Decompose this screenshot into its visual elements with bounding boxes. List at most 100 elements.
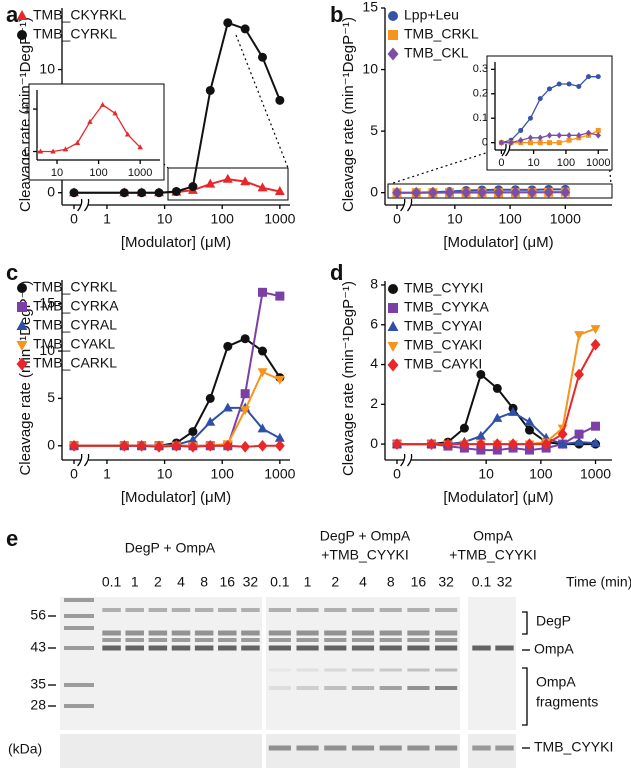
- gel-band: [324, 745, 347, 751]
- y-tick-label: 10: [362, 60, 378, 76]
- marker: [586, 74, 592, 80]
- gel-band: [194, 630, 214, 636]
- marker: [461, 186, 472, 199]
- marker: [99, 101, 106, 107]
- axis-break: [83, 198, 90, 212]
- marker: [492, 445, 502, 455]
- marker: [508, 406, 518, 416]
- marker: [524, 416, 535, 426]
- marker: [576, 132, 582, 139]
- y-tick-label: 10: [39, 60, 55, 76]
- gel-band: [102, 630, 121, 636]
- y-tick-label: 15: [39, 294, 55, 310]
- gel-band: [435, 668, 458, 672]
- ladder-band: [64, 646, 94, 650]
- marker: [574, 429, 584, 439]
- marker: [590, 325, 601, 335]
- band-label: fragments: [536, 694, 598, 710]
- y-tick-label: 0: [47, 183, 55, 199]
- gel-band: [435, 630, 458, 636]
- legend-marker: [388, 30, 398, 40]
- y-tick-label: 0: [47, 436, 55, 452]
- axis-break: [400, 198, 406, 212]
- legend-marker: [388, 303, 398, 313]
- x-tick-label: 1000: [586, 157, 610, 169]
- gel-band: [102, 645, 121, 651]
- lane-label: 4: [359, 574, 367, 590]
- gel-band: [324, 686, 347, 690]
- marker: [171, 186, 181, 196]
- marker: [556, 132, 562, 139]
- y-axis-label: Cleavage rate (min⁻¹DegP⁻¹): [340, 17, 357, 212]
- marker: [222, 173, 233, 183]
- marker: [595, 127, 601, 133]
- marker: [492, 438, 503, 450]
- y-tick-label: 8: [370, 276, 378, 292]
- marker: [154, 440, 164, 453]
- marker: [240, 176, 251, 186]
- group-title: +TMB_CYYKI: [449, 547, 537, 563]
- marker: [50, 148, 56, 154]
- x-tick-label: 1000: [580, 465, 611, 481]
- panel-label: b: [330, 2, 343, 27]
- gel-band: [241, 608, 260, 612]
- inset: 0 1 10 100 1000: [24, 83, 165, 181]
- lane-label: 2: [154, 574, 162, 590]
- marker: [566, 137, 572, 143]
- legend-label: TMB_CYRAL: [33, 317, 117, 333]
- gel-band: [218, 608, 237, 612]
- marker: [240, 334, 250, 344]
- legend-label: TMB_CYRKL: [33, 279, 117, 295]
- gel-band: [407, 686, 430, 690]
- marker: [492, 383, 502, 393]
- lane-label: 8: [387, 574, 395, 590]
- marker: [459, 438, 470, 450]
- gel-band: [379, 638, 402, 642]
- y-tick-label: 15: [362, 0, 378, 15]
- group-title: DegP + OmpA: [125, 540, 216, 556]
- marker: [274, 186, 285, 196]
- legend-label: TMB_CYYKA: [404, 299, 489, 315]
- gel-band: [379, 745, 402, 751]
- marker: [171, 439, 182, 452]
- gel-band: [125, 608, 144, 612]
- axis-break: [406, 198, 413, 212]
- gel-band: [218, 645, 237, 651]
- legend-marker: [388, 284, 398, 294]
- x-tick-label: 0: [393, 210, 401, 226]
- legend-marker: [17, 302, 27, 312]
- gel-band: [125, 638, 144, 642]
- marker: [444, 186, 455, 199]
- gel-band: [435, 638, 458, 642]
- x-tick-label: 10: [51, 167, 63, 179]
- gel-image: [266, 597, 460, 730]
- axis-break: [406, 453, 413, 467]
- marker: [546, 132, 553, 139]
- gel-band: [324, 630, 347, 636]
- gel-band: [218, 630, 237, 636]
- legend-marker: [16, 320, 28, 330]
- marker: [62, 146, 69, 152]
- gel-band: [407, 645, 430, 651]
- chart: d 0 2 4 6 8 0 10 100 1000 [Modulator] (μM) Cleavage…: [330, 260, 612, 506]
- legend-marker: [388, 11, 398, 21]
- marker: [442, 438, 453, 450]
- marker: [557, 438, 568, 448]
- marker: [524, 438, 535, 450]
- x-tick-label: 1000: [264, 210, 295, 226]
- marker: [476, 445, 486, 455]
- legend-label: TMB_CYAKL: [33, 336, 115, 352]
- marker: [527, 186, 538, 199]
- zoom-box: [387, 183, 613, 199]
- y-tick-label: 1: [24, 103, 30, 115]
- marker: [275, 95, 285, 105]
- gel-band: [324, 668, 347, 672]
- band-label: TMB_CYYKI: [534, 739, 613, 755]
- marker: [492, 412, 503, 422]
- gel-band: [148, 645, 168, 651]
- x-axis-label: [Modulator] (μM): [443, 489, 553, 506]
- gel-band: [241, 645, 260, 651]
- marker: [257, 439, 268, 452]
- x-tick-label: 0: [498, 157, 504, 169]
